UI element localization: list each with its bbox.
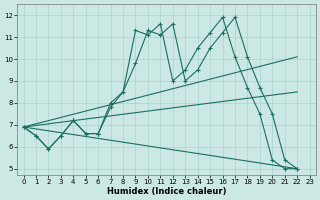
X-axis label: Humidex (Indice chaleur): Humidex (Indice chaleur)	[107, 187, 226, 196]
